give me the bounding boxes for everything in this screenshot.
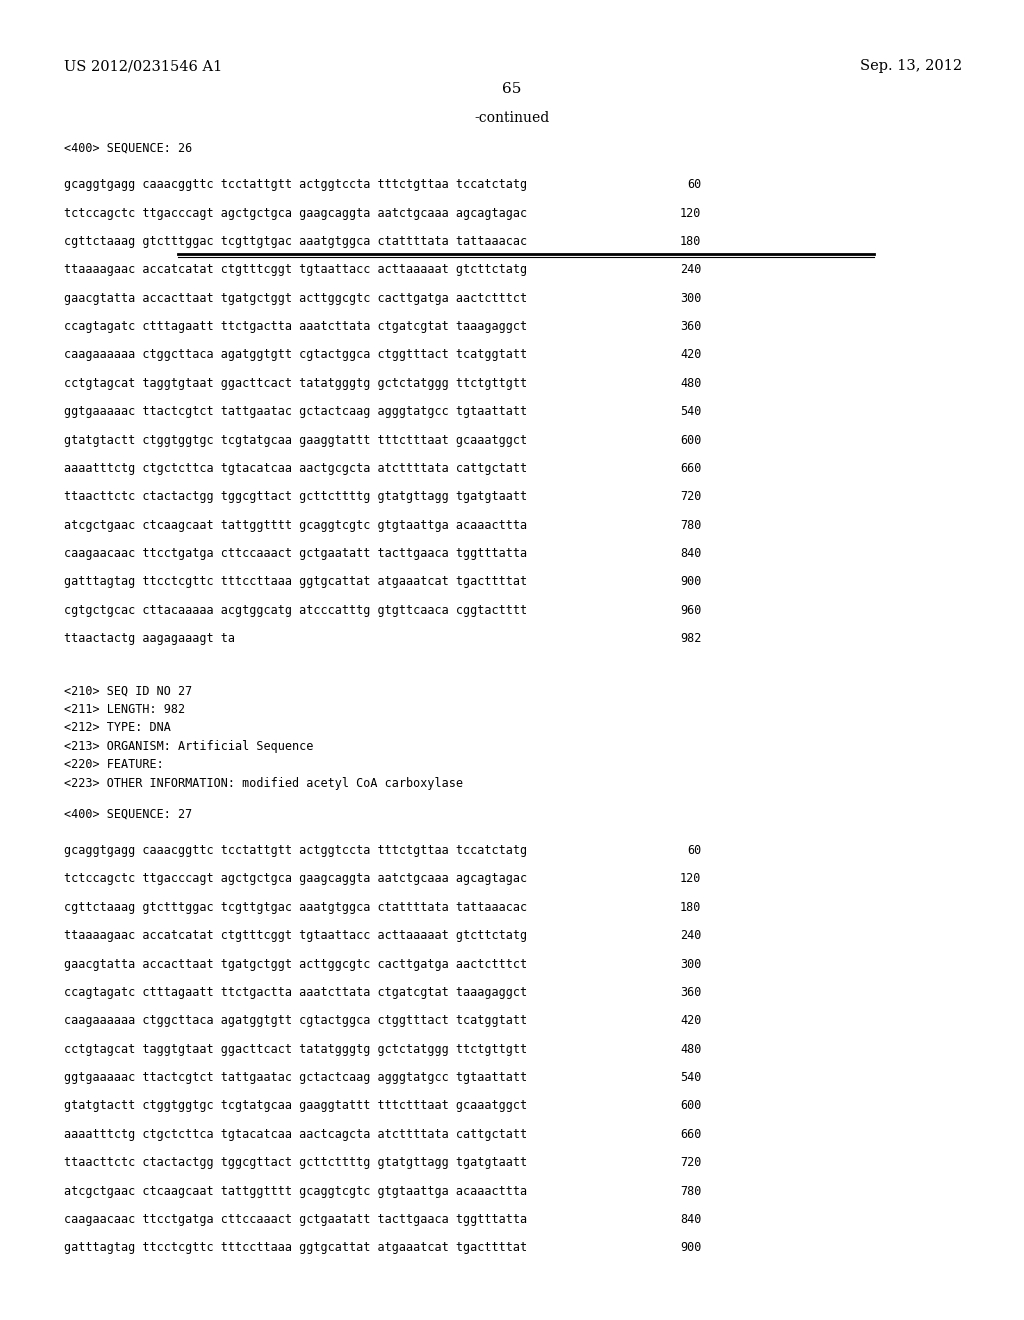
Text: 240: 240 <box>680 929 701 942</box>
Text: gtatgtactt ctggtggtgc tcgtatgcaa gaaggtattt tttctttaat gcaaatggct: gtatgtactt ctggtggtgc tcgtatgcaa gaaggta… <box>63 1100 527 1113</box>
Text: 180: 180 <box>680 900 701 913</box>
Text: 660: 660 <box>680 462 701 475</box>
Text: US 2012/0231546 A1: US 2012/0231546 A1 <box>63 59 222 74</box>
Text: ttaacttctc ctactactgg tggcgttact gcttcttttg gtatgttagg tgatgtaatt: ttaacttctc ctactactgg tggcgttact gcttctt… <box>63 1156 527 1170</box>
Text: 780: 780 <box>680 519 701 532</box>
Text: ggtgaaaaac ttactcgtct tattgaatac gctactcaag agggtatgcc tgtaattatt: ggtgaaaaac ttactcgtct tattgaatac gctactc… <box>63 405 527 418</box>
Text: 900: 900 <box>680 1241 701 1254</box>
Text: cgtgctgcac cttacaaaaa acgtggcatg atcccatttg gtgttcaaca cggtactttt: cgtgctgcac cttacaaaaa acgtggcatg atcccat… <box>63 603 527 616</box>
Text: 600: 600 <box>680 1100 701 1113</box>
Text: 65: 65 <box>503 82 521 96</box>
Text: 540: 540 <box>680 1071 701 1084</box>
Text: 180: 180 <box>680 235 701 248</box>
Text: <400> SEQUENCE: 27: <400> SEQUENCE: 27 <box>63 807 193 820</box>
Text: caagaacaac ttcctgatga cttccaaact gctgaatatt tacttgaaca tggtttatta: caagaacaac ttcctgatga cttccaaact gctgaat… <box>63 546 527 560</box>
Text: gatttagtag ttcctcgttc tttccttaaa ggtgcattat atgaaatcat tgacttttat: gatttagtag ttcctcgttc tttccttaaa ggtgcat… <box>63 1241 527 1254</box>
Text: <211> LENGTH: 982: <211> LENGTH: 982 <box>63 702 185 715</box>
Text: -continued: -continued <box>474 111 550 125</box>
Text: 240: 240 <box>680 263 701 276</box>
Text: cctgtagcat taggtgtaat ggacttcact tatatgggtg gctctatggg ttctgttgtt: cctgtagcat taggtgtaat ggacttcact tatatgg… <box>63 1043 527 1056</box>
Text: 540: 540 <box>680 405 701 418</box>
Text: cgttctaaag gtctttggac tcgttgtgac aaatgtggca ctattttata tattaaacac: cgttctaaag gtctttggac tcgttgtgac aaatgtg… <box>63 900 527 913</box>
Text: tctccagctc ttgacccagt agctgctgca gaagcaggta aatctgcaaa agcagtagac: tctccagctc ttgacccagt agctgctgca gaagcag… <box>63 206 527 219</box>
Text: gcaggtgagg caaacggttc tcctattgtt actggtccta tttctgttaa tccatctatg: gcaggtgagg caaacggttc tcctattgtt actggtc… <box>63 178 527 191</box>
Text: 480: 480 <box>680 1043 701 1056</box>
Text: ccagtagatc ctttagaatt ttctgactta aaatcttata ctgatcgtat taaagaggct: ccagtagatc ctttagaatt ttctgactta aaatctt… <box>63 319 527 333</box>
Text: tctccagctc ttgacccagt agctgctgca gaagcaggta aatctgcaaa agcagtagac: tctccagctc ttgacccagt agctgctgca gaagcag… <box>63 873 527 886</box>
Text: 960: 960 <box>680 603 701 616</box>
Text: 60: 60 <box>687 843 701 857</box>
Text: 120: 120 <box>680 873 701 886</box>
Text: 840: 840 <box>680 546 701 560</box>
Text: ttaacttctc ctactactgg tggcgttact gcttcttttg gtatgttagg tgatgtaatt: ttaacttctc ctactactgg tggcgttact gcttctt… <box>63 490 527 503</box>
Text: caagaaaaaa ctggcttaca agatggtgtt cgtactggca ctggtttact tcatggtatt: caagaaaaaa ctggcttaca agatggtgtt cgtactg… <box>63 1014 527 1027</box>
Text: <400> SEQUENCE: 26: <400> SEQUENCE: 26 <box>63 141 193 154</box>
Text: caagaacaac ttcctgatga cttccaaact gctgaatatt tacttgaaca tggtttatta: caagaacaac ttcctgatga cttccaaact gctgaat… <box>63 1213 527 1226</box>
Text: 840: 840 <box>680 1213 701 1226</box>
Text: <212> TYPE: DNA: <212> TYPE: DNA <box>63 721 171 734</box>
Text: 300: 300 <box>680 957 701 970</box>
Text: gaacgtatta accacttaat tgatgctggt acttggcgtc cacttgatga aactctttct: gaacgtatta accacttaat tgatgctggt acttggc… <box>63 292 527 305</box>
Text: 420: 420 <box>680 1014 701 1027</box>
Text: ttaactactg aagagaaagt ta: ttaactactg aagagaaagt ta <box>63 632 234 645</box>
Text: cgttctaaag gtctttggac tcgttgtgac aaatgtggca ctattttata tattaaacac: cgttctaaag gtctttggac tcgttgtgac aaatgtg… <box>63 235 527 248</box>
Text: <220> FEATURE:: <220> FEATURE: <box>63 758 164 771</box>
Text: ttaaaagaac accatcatat ctgtttcggt tgtaattacc acttaaaaat gtcttctatg: ttaaaagaac accatcatat ctgtttcggt tgtaatt… <box>63 263 527 276</box>
Text: aaaatttctg ctgctcttca tgtacatcaa aactgcgcta atcttttata cattgctatt: aaaatttctg ctgctcttca tgtacatcaa aactgcg… <box>63 462 527 475</box>
Text: 982: 982 <box>680 632 701 645</box>
Text: 360: 360 <box>680 986 701 999</box>
Text: caagaaaaaa ctggcttaca agatggtgtt cgtactggca ctggtttact tcatggtatt: caagaaaaaa ctggcttaca agatggtgtt cgtactg… <box>63 348 527 362</box>
Text: 720: 720 <box>680 490 701 503</box>
Text: <223> OTHER INFORMATION: modified acetyl CoA carboxylase: <223> OTHER INFORMATION: modified acetyl… <box>63 776 463 789</box>
Text: atcgctgaac ctcaagcaat tattggtttt gcaggtcgtc gtgtaattga acaaacttta: atcgctgaac ctcaagcaat tattggtttt gcaggtc… <box>63 1184 527 1197</box>
Text: ggtgaaaaac ttactcgtct tattgaatac gctactcaag agggtatgcc tgtaattatt: ggtgaaaaac ttactcgtct tattgaatac gctactc… <box>63 1071 527 1084</box>
Text: cctgtagcat taggtgtaat ggacttcact tatatgggtg gctctatggg ttctgttgtt: cctgtagcat taggtgtaat ggacttcact tatatgg… <box>63 376 527 389</box>
Text: gtatgtactt ctggtggtgc tcgtatgcaa gaaggtattt tttctttaat gcaaatggct: gtatgtactt ctggtggtgc tcgtatgcaa gaaggta… <box>63 433 527 446</box>
Text: Sep. 13, 2012: Sep. 13, 2012 <box>860 59 963 74</box>
Text: ccagtagatc ctttagaatt ttctgactta aaatcttata ctgatcgtat taaagaggct: ccagtagatc ctttagaatt ttctgactta aaatctt… <box>63 986 527 999</box>
Text: 300: 300 <box>680 292 701 305</box>
Text: 780: 780 <box>680 1184 701 1197</box>
Text: 360: 360 <box>680 319 701 333</box>
Text: 480: 480 <box>680 376 701 389</box>
Text: 600: 600 <box>680 433 701 446</box>
Text: ttaaaagaac accatcatat ctgtttcggt tgtaattacc acttaaaaat gtcttctatg: ttaaaagaac accatcatat ctgtttcggt tgtaatt… <box>63 929 527 942</box>
Text: atcgctgaac ctcaagcaat tattggtttt gcaggtcgtc gtgtaattga acaaacttta: atcgctgaac ctcaagcaat tattggtttt gcaggtc… <box>63 519 527 532</box>
Text: aaaatttctg ctgctcttca tgtacatcaa aactcagcta atcttttata cattgctatt: aaaatttctg ctgctcttca tgtacatcaa aactcag… <box>63 1127 527 1140</box>
Text: 120: 120 <box>680 206 701 219</box>
Text: 60: 60 <box>687 178 701 191</box>
Text: gatttagtag ttcctcgttc tttccttaaa ggtgcattat atgaaatcat tgacttttat: gatttagtag ttcctcgttc tttccttaaa ggtgcat… <box>63 576 527 589</box>
Text: <210> SEQ ID NO 27: <210> SEQ ID NO 27 <box>63 684 193 697</box>
Text: gaacgtatta accacttaat tgatgctggt acttggcgtc cacttgatga aactctttct: gaacgtatta accacttaat tgatgctggt acttggc… <box>63 957 527 970</box>
Text: <213> ORGANISM: Artificial Sequence: <213> ORGANISM: Artificial Sequence <box>63 739 313 752</box>
Text: 420: 420 <box>680 348 701 362</box>
Text: 660: 660 <box>680 1127 701 1140</box>
Text: 900: 900 <box>680 576 701 589</box>
Text: 720: 720 <box>680 1156 701 1170</box>
Text: gcaggtgagg caaacggttc tcctattgtt actggtccta tttctgttaa tccatctatg: gcaggtgagg caaacggttc tcctattgtt actggtc… <box>63 843 527 857</box>
